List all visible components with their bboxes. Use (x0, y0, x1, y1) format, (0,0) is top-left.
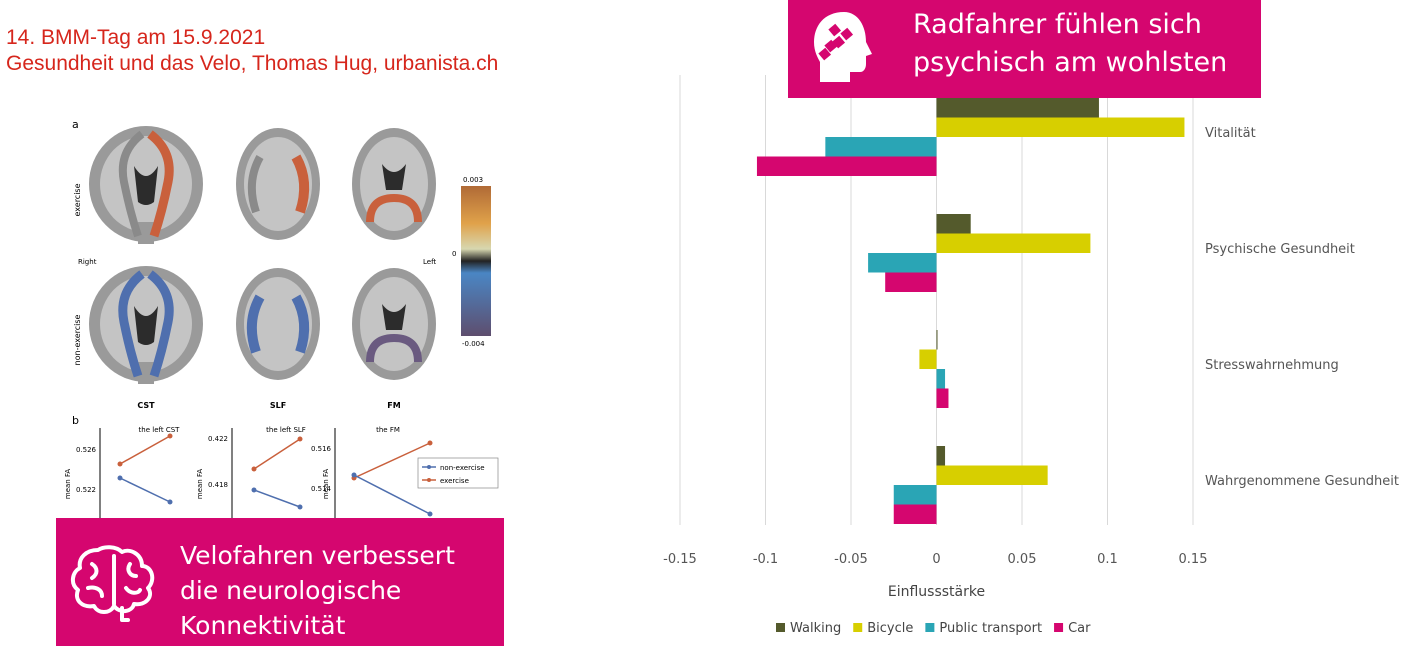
bar-walking (936, 214, 971, 234)
legend-swatch (925, 623, 935, 632)
brain-axial-slf-exercise (236, 128, 320, 240)
line-plot-slf-ytick-low: 0.418 (208, 481, 228, 489)
bar-public-transport (893, 485, 937, 505)
bar-car (756, 156, 937, 176)
colorbar-min-label: -0.004 (462, 340, 485, 348)
influence-bar-chart: Vitalität Psychische Gesundheit Stresswahr… (663, 75, 1399, 636)
legend-swatch (1054, 623, 1064, 632)
category-label: Wahrgenommene Gesundheit (1205, 474, 1399, 489)
x-tick-label: 0.05 (1008, 552, 1037, 567)
header-line-2: Gesundheit und das Velo, Thomas Hug, urb… (6, 52, 499, 75)
panel-b-label: b (72, 414, 79, 427)
bar-car (885, 272, 937, 292)
head-puzzle-icon (814, 12, 872, 82)
bar-bicycle (936, 117, 1185, 137)
bar-walking (936, 330, 938, 350)
tract-label-cst: CST (137, 401, 155, 410)
brain-coronal-exercise (89, 126, 203, 244)
bar-bicycle (936, 465, 1048, 485)
colorbar-max-label: 0.003 (463, 176, 483, 184)
brain-axial-fm-non-exercise (352, 268, 436, 380)
line-plot-slf-ylabel: mean FA (196, 469, 204, 499)
line-plot-cst-title: the left CST (139, 426, 181, 434)
header-line-1: 14. BMM-Tag am 15.9.2021 (6, 26, 266, 49)
brain-axial-slf-non-exercise (236, 268, 320, 380)
chart-bars (756, 98, 1185, 524)
brain-icon (71, 545, 155, 622)
bar-walking (936, 98, 1099, 118)
line-plot-cst: the left CST 0.526 0.522 mean FA (64, 426, 180, 518)
tract-label-slf: SLF (270, 401, 286, 410)
chart-x-tick-labels: -0.15 -0.1 -0.05 0 0.05 0.1 0.15 (663, 552, 1207, 567)
legend-swatch (853, 623, 863, 632)
x-tick-label: 0.1 (1097, 552, 1118, 567)
bar-public-transport (868, 253, 937, 273)
legend-label: Walking (790, 621, 841, 636)
callout-bottom-line-3: Konnektivität (180, 611, 346, 640)
tract-label-fm: FM (387, 401, 400, 410)
line-plot-cst-ylabel: mean FA (64, 469, 72, 499)
chart-legend: Walking Bicycle Public transport Car (776, 621, 1091, 636)
row-label-exercise: exercise (73, 183, 82, 216)
colorbar (461, 186, 491, 336)
side-label-right: Right (78, 258, 97, 266)
bar-bicycle (936, 233, 1091, 253)
chart-x-axis-label: Einflussstärke (888, 584, 985, 600)
legend-label: Bicycle (867, 621, 913, 636)
category-label: Psychische Gesundheit (1205, 242, 1355, 257)
category-label: Vitalität (1205, 126, 1256, 141)
line-plot-slf-title: the left SLF (266, 426, 306, 434)
row-label-non-exercise: non-exercise (73, 314, 82, 365)
brain-connectivity-figure: a exercise non-exercise Right Left (64, 118, 499, 518)
line-plot-slf: the left SLF 0.422 0.418 mean FA (196, 426, 306, 518)
legend-label: Car (1068, 621, 1091, 636)
legend-exercise: exercise (440, 477, 469, 485)
bar-walking (936, 446, 946, 466)
colorbar-zero-label: 0 (452, 250, 456, 258)
legend-swatch (776, 623, 785, 632)
line-plot-fm: the FM 0.516 0.514 mean FA (311, 426, 433, 518)
side-label-left: Left (423, 258, 436, 266)
legend-non-exercise: non-exercise (440, 464, 485, 472)
x-tick-label: -0.05 (834, 552, 868, 567)
legend-label: Public transport (939, 621, 1042, 636)
line-plot-legend: non-exercise exercise (417, 457, 499, 489)
bar-bicycle (919, 349, 937, 369)
line-plot-fm-ytick-high: 0.516 (311, 445, 332, 453)
line-plot-fm-title: the FM (376, 426, 400, 434)
line-plot-fm-ylabel: mean FA (322, 469, 330, 499)
line-plot-slf-ytick-high: 0.422 (208, 435, 228, 443)
callout-bottom-line-2: die neurologische (180, 576, 402, 605)
bar-car (936, 388, 949, 408)
x-tick-label: 0 (932, 552, 940, 567)
chart-category-labels: Vitalität Psychische Gesundheit Stresswahr… (1205, 126, 1399, 489)
bar-car (893, 504, 937, 524)
brain-axial-fm-exercise (352, 128, 436, 240)
line-plot-fm-ytick-low: 0.514 (311, 485, 332, 493)
x-tick-label: -0.15 (663, 552, 697, 567)
callout-top-line-1: Radfahrer fühlen sich (913, 9, 1202, 40)
line-plot-cst-ytick-high: 0.526 (76, 446, 97, 454)
panel-a-label: a (72, 118, 79, 131)
callout-neurological-connectivity: Velofahren verbessert die neurologische … (56, 518, 504, 646)
x-tick-label: -0.1 (753, 552, 778, 567)
x-tick-label: 0.15 (1179, 552, 1208, 567)
line-plot-cst-ytick-low: 0.522 (76, 486, 96, 494)
bar-public-transport (825, 137, 937, 157)
callout-top-line-2: psychisch am wohlsten (913, 47, 1228, 78)
brain-coronal-non-exercise (89, 266, 203, 384)
bar-public-transport (936, 369, 946, 389)
callout-bottom-line-1: Velofahren verbessert (180, 541, 455, 570)
category-label: Stresswahrnehmung (1205, 358, 1339, 373)
callout-psychological-wellbeing: Radfahrer fühlen sich psychisch am wohls… (788, 0, 1261, 98)
